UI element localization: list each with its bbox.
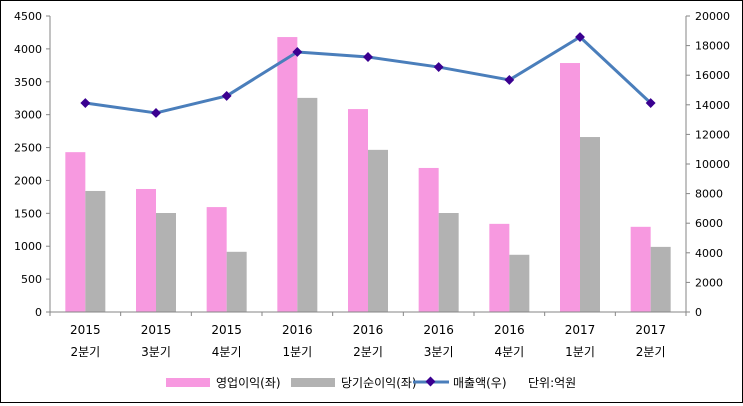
right-axis-tick-label: 16000 <box>695 69 730 82</box>
right-axis-tick-label: 12000 <box>695 128 730 141</box>
x-tick-label-year: 2015 <box>211 323 242 337</box>
bar-operating-profit <box>489 223 510 312</box>
right-axis-tick-label: 6000 <box>695 217 723 230</box>
left-axis-tick-label: 0 <box>35 306 42 319</box>
bar-net-profit <box>297 97 318 312</box>
legend-label-net-profit: 당기순이익(좌) <box>341 376 417 390</box>
x-tick-label-year: 2015 <box>141 323 172 337</box>
bar-operating-profit <box>418 167 439 312</box>
bar-operating-profit <box>630 226 651 312</box>
legend-swatch-net-profit <box>291 378 335 387</box>
x-tick-label-year: 2016 <box>353 323 384 337</box>
legend-swatch-sales-marker <box>425 376 436 387</box>
left-axis-tick-label: 2000 <box>14 174 42 187</box>
sales-marker <box>645 98 656 108</box>
right-axis-tick-label: 10000 <box>695 158 730 171</box>
bar-operating-profit <box>348 109 368 312</box>
x-tick-label-year: 2016 <box>282 323 313 337</box>
x-tick-label-quarter: 3분기 <box>424 345 454 359</box>
legend: 영업이익(좌) 당기순이익(좌) 매출액(우) 단위:억원 <box>166 376 576 390</box>
left-axis-tick-label: 3500 <box>14 76 42 89</box>
right-axis-tick-label: 2000 <box>695 276 723 289</box>
bar-net-profit <box>368 149 388 312</box>
bar-net-profit <box>650 246 671 312</box>
bars-layer <box>65 37 671 312</box>
unit-note: 단위:억원 <box>528 376 576 390</box>
bar-operating-profit <box>560 63 580 312</box>
x-tick-label-quarter: 3분기 <box>141 345 171 359</box>
sales-marker <box>151 107 161 118</box>
x-tick-label-quarter: 1분기 <box>565 345 595 359</box>
x-tick-label-year: 2017 <box>635 323 666 337</box>
left-axis-tick-label: 1000 <box>14 240 42 253</box>
x-tick-label-year: 2016 <box>494 323 525 337</box>
left-axis-tick-label: 3000 <box>14 109 42 122</box>
sales-marker <box>80 98 91 108</box>
bar-net-profit <box>156 213 176 312</box>
bar-operating-profit <box>206 207 227 312</box>
x-tick-label-quarter: 4분기 <box>494 345 524 359</box>
x-tick-label-quarter: 2분기 <box>353 345 383 359</box>
sales-marker <box>221 90 232 101</box>
left-axis-tick-label: 4000 <box>14 43 42 56</box>
x-labels: 2015 2분기 2015 3분기 2015 4분기 2016 1분기 2016 2분기 2016 3… <box>70 323 666 359</box>
axes-layer: 0 500 1000 1500 2000 2500 3000 3500 4000 4500 0 200… <box>14 10 730 319</box>
right-axis-tick-label: 8000 <box>695 188 723 201</box>
x-tick-label-quarter: 2분기 <box>636 345 666 359</box>
bar-operating-profit <box>65 152 86 312</box>
x-tick-label-quarter: 1분기 <box>282 345 312 359</box>
sales-marker <box>575 32 585 42</box>
left-axis-tick-label: 500 <box>21 273 42 286</box>
x-tick-label-year: 2016 <box>423 323 454 337</box>
bar-net-profit <box>85 190 106 312</box>
right-axis-tick-label: 4000 <box>695 247 723 260</box>
left-axis-tick-label: 2500 <box>14 142 42 155</box>
left-axis-tick-label: 1500 <box>14 207 42 220</box>
legend-label-sales: 매출액(우) <box>453 376 507 390</box>
right-axis-tick-label: 20000 <box>695 10 730 23</box>
right-axis-tick-label: 18000 <box>695 40 730 53</box>
bar-net-profit <box>509 254 530 312</box>
right-axis-tick-label: 14000 <box>695 99 730 112</box>
x-tick-label-quarter: 2분기 <box>70 345 100 359</box>
right-axis-tick-label: 0 <box>695 306 702 319</box>
x-tick-label-year: 2015 <box>70 323 101 337</box>
bar-operating-profit <box>277 37 298 312</box>
bar-net-profit <box>226 251 247 312</box>
bar-net-profit <box>580 137 600 312</box>
sales-marker <box>433 62 444 73</box>
legend-swatch-operating-profit <box>166 378 210 387</box>
x-tick-label-quarter: 4분기 <box>212 345 242 359</box>
bar-operating-profit <box>136 188 156 312</box>
sales-marker <box>363 52 373 62</box>
bar-net-profit <box>438 213 459 312</box>
x-tick-label-year: 2017 <box>565 323 596 337</box>
legend-label-operating-profit: 영업이익(좌) <box>216 376 281 390</box>
left-axis-tick-label: 4500 <box>14 10 42 23</box>
